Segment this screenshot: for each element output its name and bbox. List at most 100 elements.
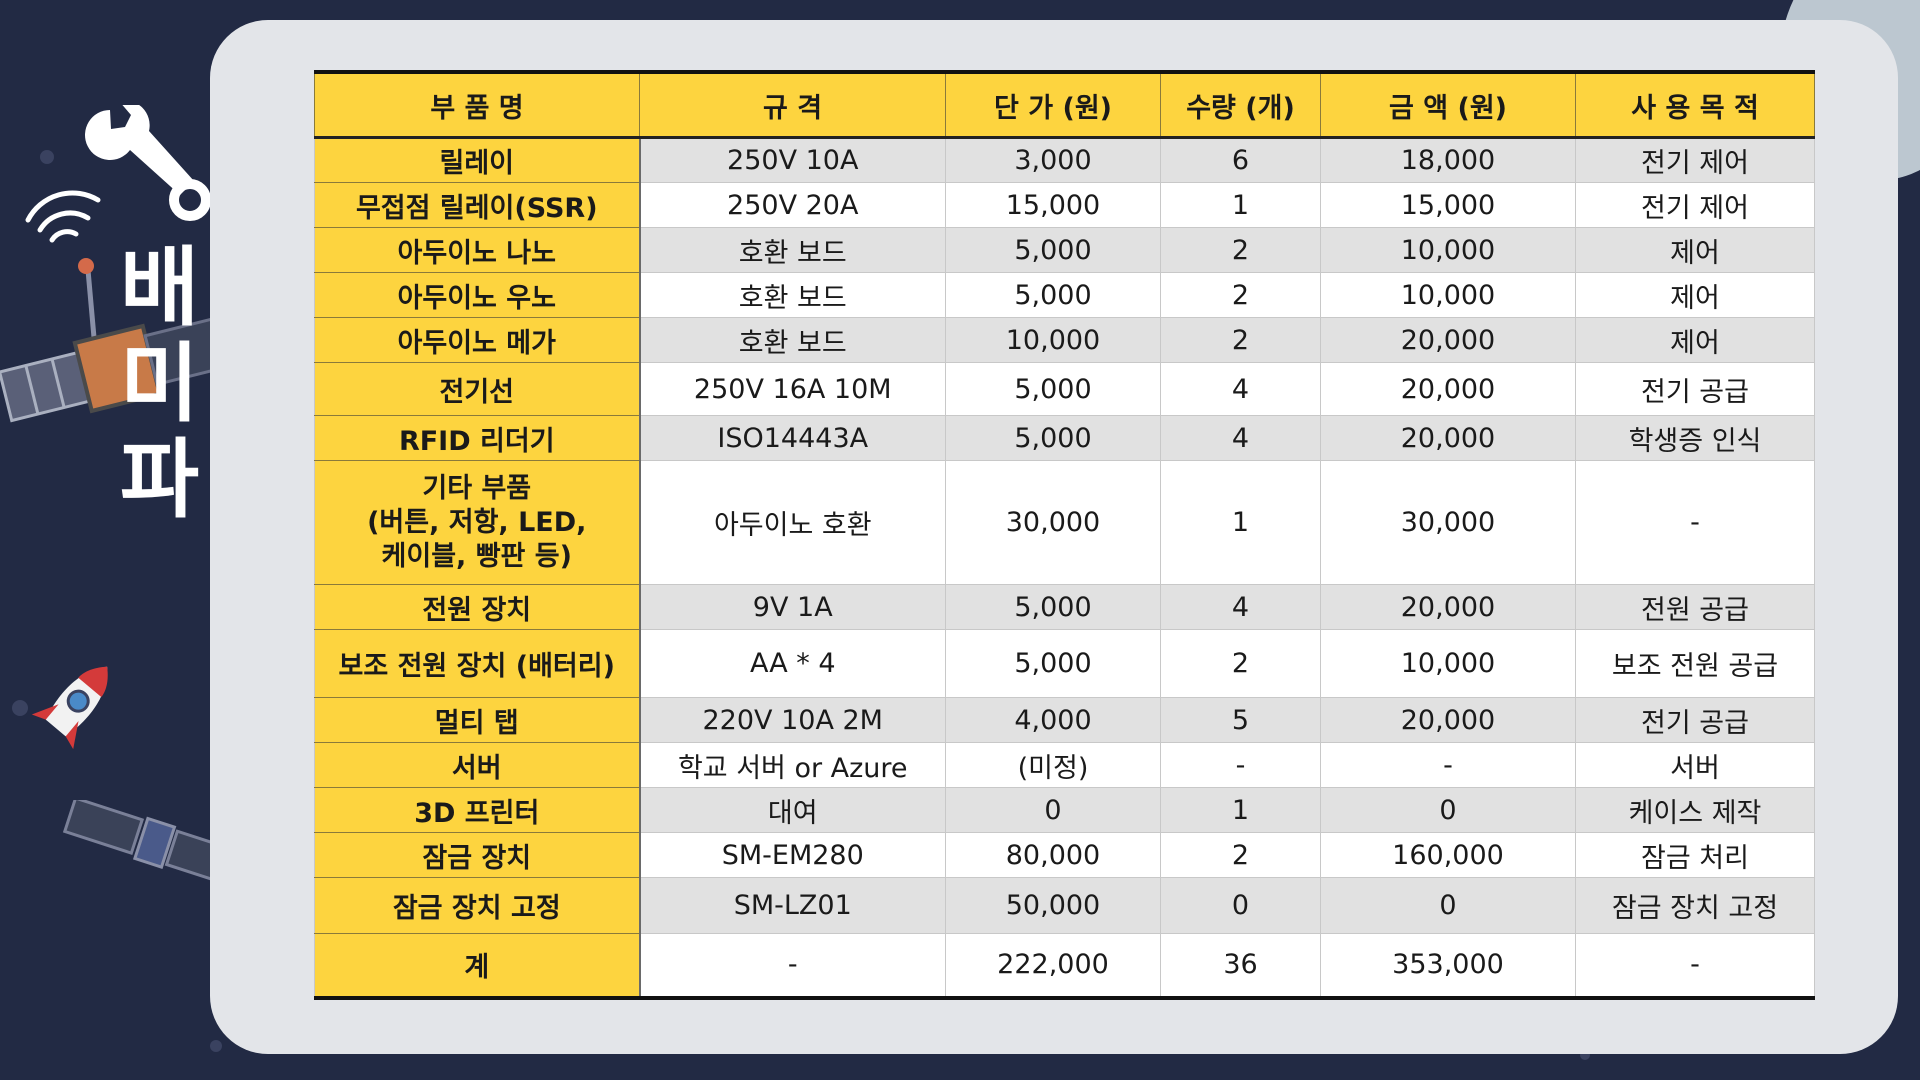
header-unit-price: 단 가 (원) [945,71,1161,139]
cell-quantity: 2 [1160,272,1321,318]
cell-purpose: 전원 공급 [1575,584,1815,630]
cell-part-name: 무접점 릴레이(SSR) [314,182,641,228]
cell-total-quantity: 36 [1160,933,1321,998]
cell-amount: 20,000 [1320,362,1576,416]
table-row: RFID 리더기 ISO14443A 5,000 4 20,000 학생증 인식 [314,415,1815,461]
header-spec: 규 격 [639,71,946,139]
part-name-line: 케이블, 빵판 등) [381,540,572,572]
cell-unit-price: 5,000 [945,272,1161,318]
cell-purpose: 전기 제어 [1575,137,1815,183]
cell-purpose: 제어 [1575,227,1815,273]
cell-unit-price: 5,000 [945,227,1161,273]
cell-total-purpose: - [1575,933,1815,998]
cell-quantity: 6 [1160,137,1321,183]
cell-spec: 250V 10A [639,137,946,183]
rocket-icon [31,666,108,750]
cell-spec: 250V 16A 10M [639,362,946,416]
cell-quantity: 4 [1160,415,1321,461]
table-row: 무접점 릴레이(SSR) 250V 20A 15,000 1 15,000 전기… [314,182,1815,228]
table-row: 아두이노 메가 호환 보드 10,000 2 20,000 제어 [314,317,1815,363]
cell-quantity: 2 [1160,629,1321,698]
cell-total-label: 계 [314,933,641,998]
cell-part-name: 멀티 탭 [314,697,641,743]
cell-amount: 10,000 [1320,272,1576,318]
star-dot [210,1040,222,1052]
cell-spec: 220V 10A 2M [639,697,946,743]
cell-quantity: 1 [1160,182,1321,228]
cell-amount: 18,000 [1320,137,1576,183]
table-header-row: 부 품 명 규 격 단 가 (원) 수량 (개) 금 액 (원) 사 용 목 적 [314,71,1815,139]
cell-part-name: 기타 부품 (버튼, 저항, LED, 케이블, 빵판 등) [314,460,641,585]
cell-quantity: 2 [1160,317,1321,363]
cell-unit-price: (미정) [945,742,1161,788]
cell-purpose: 잠금 처리 [1575,832,1815,878]
cell-unit-price: 5,000 [945,362,1161,416]
cell-purpose: 케이스 제작 [1575,787,1815,833]
cell-part-name: 서버 [314,742,641,788]
side-title: 배미파 [120,240,199,528]
cell-amount: 10,000 [1320,227,1576,273]
cell-unit-price: 80,000 [945,832,1161,878]
table-total-row: 계 - 222,000 36 353,000 - [314,933,1815,998]
cell-total-amount: 353,000 [1320,933,1576,998]
cell-amount: - [1320,742,1576,788]
cell-purpose: 서버 [1575,742,1815,788]
table-row: 전원 장치 9V 1A 5,000 4 20,000 전원 공급 [314,584,1815,630]
cell-unit-price: 15,000 [945,182,1161,228]
cell-spec: SM-LZ01 [639,877,946,934]
cell-part-name: 보조 전원 장치 (배터리) [314,629,641,698]
table-row: 멀티 탭 220V 10A 2M 4,000 5 20,000 전기 공급 [314,697,1815,743]
cell-quantity: - [1160,742,1321,788]
cell-unit-price: 0 [945,787,1161,833]
cell-part-name: 전기선 [314,362,641,416]
table-row: 아두이노 우노 호환 보드 5,000 2 10,000 제어 [314,272,1815,318]
table-row: 잠금 장치 SM-EM280 80,000 2 160,000 잠금 처리 [314,832,1815,878]
cell-total-spec: - [639,933,946,998]
cell-unit-price: 4,000 [945,697,1161,743]
wifi-icon [25,190,101,243]
cell-spec: 9V 1A [639,584,946,630]
cell-quantity: 5 [1160,697,1321,743]
cell-spec: 아두이노 호환 [639,460,946,585]
cell-spec: AA * 4 [639,629,946,698]
cell-part-name: 잠금 장치 고정 [314,877,641,934]
cell-part-name: 전원 장치 [314,584,641,630]
cell-unit-price: 50,000 [945,877,1161,934]
cell-part-name: 3D 프린터 [314,787,641,833]
cell-part-name: 잠금 장치 [314,832,641,878]
star-dot [40,150,54,164]
cell-part-name: 아두이노 메가 [314,317,641,363]
cell-amount: 160,000 [1320,832,1576,878]
part-name-line: 기타 부품 [422,472,532,504]
table-row: 전기선 250V 16A 10M 5,000 4 20,000 전기 공급 [314,362,1815,416]
satellite-icon [0,258,220,423]
cell-spec: 호환 보드 [639,317,946,363]
table-row: 보조 전원 장치 (배터리) AA * 4 5,000 2 10,000 보조 … [314,629,1815,698]
cell-spec: 호환 보드 [639,227,946,273]
cell-amount: 20,000 [1320,415,1576,461]
parts-budget-table: 부 품 명 규 격 단 가 (원) 수량 (개) 금 액 (원) 사 용 목 적… [314,70,1815,1000]
cell-spec: 호환 보드 [639,272,946,318]
cell-quantity: 1 [1160,787,1321,833]
cell-spec: ISO14443A [639,415,946,461]
cell-amount: 0 [1320,877,1576,934]
cell-unit-price: 5,000 [945,584,1161,630]
cell-purpose: 제어 [1575,317,1815,363]
cell-spec: SM-EM280 [639,832,946,878]
cell-part-name: 아두이노 우노 [314,272,641,318]
cell-amount: 20,000 [1320,584,1576,630]
cell-unit-price: 30,000 [945,460,1161,585]
cell-quantity: 2 [1160,832,1321,878]
cell-amount: 20,000 [1320,697,1576,743]
table-row: 릴레이 250V 10A 3,000 6 18,000 전기 제어 [314,137,1815,183]
cell-quantity: 2 [1160,227,1321,273]
cell-quantity: 0 [1160,877,1321,934]
cell-unit-price: 10,000 [945,317,1161,363]
header-purpose: 사 용 목 적 [1575,71,1815,139]
cell-amount: 10,000 [1320,629,1576,698]
cell-unit-price: 5,000 [945,415,1161,461]
cell-unit-price: 5,000 [945,629,1161,698]
cell-part-name: 아두이노 나노 [314,227,641,273]
cell-purpose: 보조 전원 공급 [1575,629,1815,698]
